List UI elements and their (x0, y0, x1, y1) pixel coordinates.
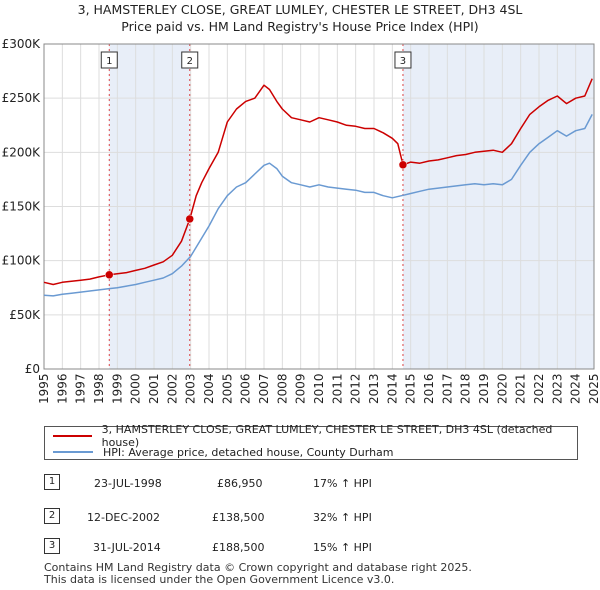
x-tick-label-2007: 2007 (257, 373, 271, 404)
x-tick-label-2010: 2010 (312, 373, 326, 404)
x-tick-label-2020: 2020 (495, 373, 509, 404)
sale-price-3: £188,500 (212, 541, 265, 554)
x-tick-label-2000: 2000 (129, 373, 143, 404)
hpi-line (43, 114, 593, 297)
sale-marker-box-1: 1 (44, 474, 60, 490)
x-tick-label-2013: 2013 (367, 373, 381, 404)
legend-label-property: 3, HAMSTERLEY CLOSE, GREAT LUMLEY, CHEST… (101, 423, 553, 449)
x-tick-label-1995: 1995 (37, 373, 51, 404)
x-tick-label-2014: 2014 (385, 373, 399, 404)
x-tick-label-2004: 2004 (202, 373, 216, 404)
x-tick-label-2015: 2015 (404, 373, 418, 404)
sale-hpi-3: 15% ↑ HPI (313, 541, 372, 554)
x-tick-label-2017: 2017 (440, 373, 454, 404)
sale-point-1 (105, 270, 114, 280)
legend-line-property (53, 435, 92, 437)
sale-price-2: £138,500 (212, 511, 265, 524)
sale-point-2 (185, 214, 194, 224)
price-chart: 1 2 3 £0 £50K £100K £150K £200K £250K £300K 1995 19… (2, 37, 600, 404)
sale-price-1: £86,950 (217, 477, 263, 490)
sale-label-1: 1 (106, 56, 112, 67)
property-price-line (43, 78, 593, 286)
y-tick-label-300000: £300K (2, 37, 42, 51)
y-tick-label-100000: £100K (2, 254, 42, 268)
x-tick-label-2009: 2009 (294, 373, 308, 404)
sale-label-3: 3 (400, 56, 406, 67)
x-tick-label-1999: 1999 (110, 373, 124, 404)
sale-label-box-1 (100, 51, 118, 69)
chart-subtitle: Price paid vs. HM Land Registry's House … (121, 19, 479, 34)
footer-copyright: Contains HM Land Registry data © Crown c… (44, 561, 472, 574)
y-tick-label-200000: £200K (2, 145, 42, 159)
sale-label-2: 2 (187, 56, 193, 67)
legend-label-hpi: HPI: Average price, detached house, Coun… (103, 445, 394, 459)
sale-hpi-1: 17% ↑ HPI (313, 477, 372, 490)
legend-row-property: 3, HAMSTERLEY CLOSE, GREAT LUMLEY, CHEST… (53, 423, 577, 449)
x-tick-label-2002: 2002 (165, 373, 179, 404)
x-tick-label-2025: 2025 (587, 373, 600, 404)
chart-title: 3, HAMSTERLEY CLOSE, GREAT LUMLEY, CHEST… (77, 2, 523, 17)
x-tick-label-2024: 2024 (569, 373, 583, 404)
sale-label-box-3 (394, 51, 412, 69)
x-tick-label-2001: 2001 (147, 373, 161, 404)
footer-licence: This data is licensed under the Open Gov… (44, 573, 395, 586)
sale-hpi-2: 32% ↑ HPI (313, 511, 372, 524)
x-tick-label-2005: 2005 (220, 373, 234, 404)
x-tick-label-1997: 1997 (74, 373, 88, 404)
x-tick-label-2016: 2016 (422, 373, 436, 404)
y-tick-label-50000: £50K (9, 308, 41, 322)
sale-marker-box-3: 3 (44, 538, 60, 554)
x-tick-label-2003: 2003 (184, 373, 198, 404)
x-tick-label-2011: 2011 (330, 373, 344, 404)
y-tick-label-250000: £250K (2, 91, 42, 105)
x-tick-label-2019: 2019 (477, 373, 491, 404)
legend: 3, HAMSTERLEY CLOSE, GREAT LUMLEY, CHEST… (44, 423, 578, 460)
y-tick-label-150000: £150K (2, 200, 42, 214)
x-tick-label-1998: 1998 (92, 373, 106, 404)
x-tick-label-2022: 2022 (532, 373, 546, 404)
x-tick-label-1996: 1996 (55, 373, 69, 404)
x-tick-label-2008: 2008 (275, 373, 289, 404)
y-tick-label-0: £0 (25, 362, 40, 376)
x-tick-label-2018: 2018 (459, 373, 473, 404)
x-tick-label-2012: 2012 (349, 373, 363, 404)
plot-frame (43, 43, 595, 370)
legend-row-hpi: HPI: Average price, detached house, Coun… (53, 444, 394, 460)
legend-line-hpi (53, 451, 93, 453)
sale-date-2: 12-DEC-2002 (87, 511, 161, 524)
x-tick-label-2023: 2023 (550, 373, 564, 404)
sale-date-3: 31-JUL-2014 (93, 541, 161, 554)
sale-label-box-2 (181, 51, 199, 69)
x-tick-label-2006: 2006 (239, 373, 253, 404)
sale-point-3 (398, 160, 408, 170)
x-tick-label-2021: 2021 (514, 373, 528, 404)
sale-date-1: 23-JUL-1998 (94, 477, 162, 490)
sale-marker-box-2: 2 (44, 508, 60, 524)
